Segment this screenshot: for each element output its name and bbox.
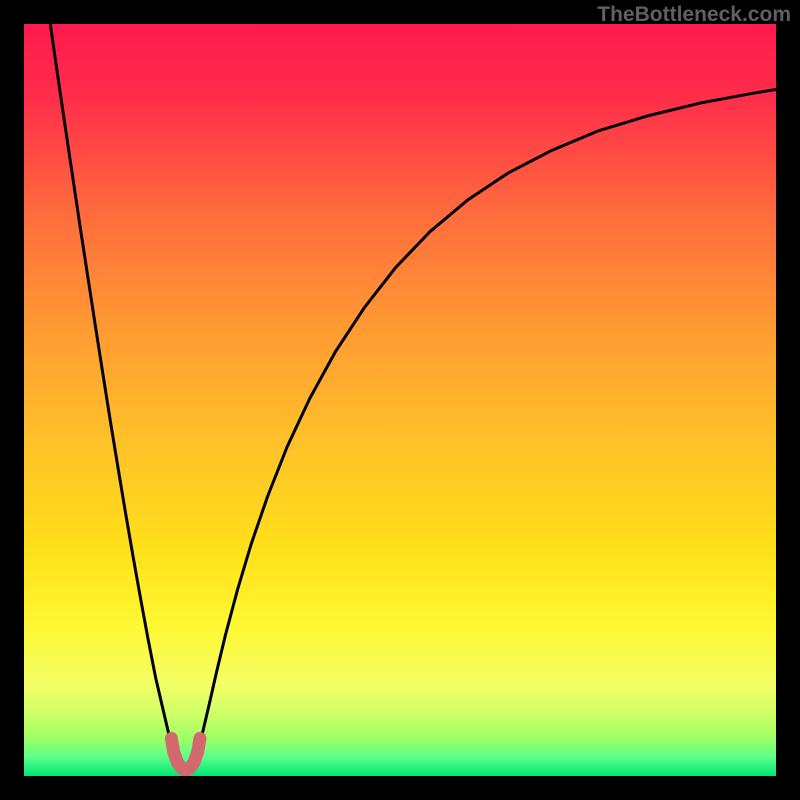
watermark-text: TheBottleneck.com — [597, 3, 791, 27]
heat-gradient-background — [24, 24, 776, 776]
plot-area — [24, 24, 776, 776]
chart-container: TheBottleneck.com — [0, 0, 800, 800]
